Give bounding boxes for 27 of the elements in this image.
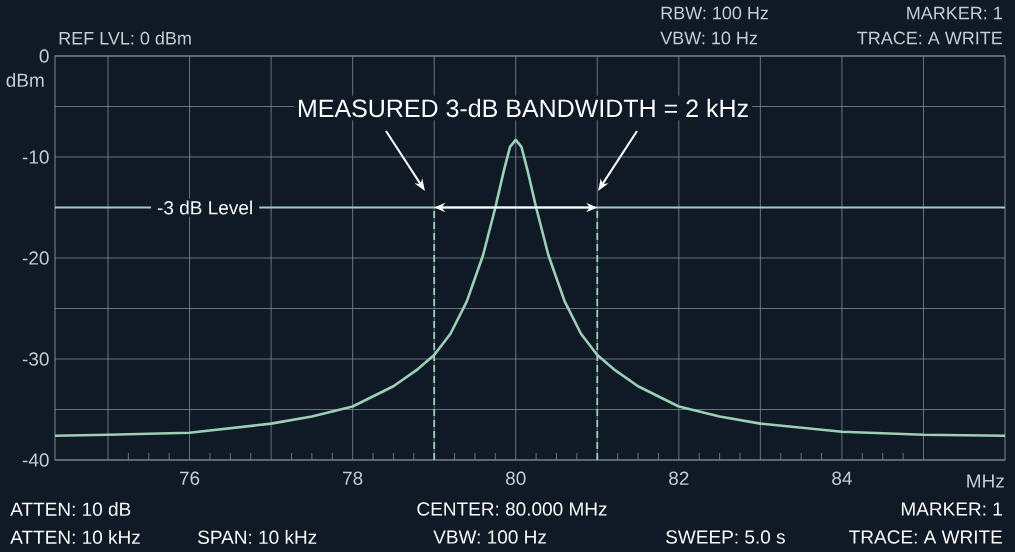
y-axis-title: dBm (6, 73, 44, 87)
x-tick-label: 78 (343, 471, 363, 485)
text: SWEEP: 5.0 s (666, 530, 785, 544)
text: VBW: 100 Hz (433, 530, 546, 544)
text: TRACE: A WRITE (849, 530, 1002, 544)
y-tick-label: 0 (39, 49, 49, 63)
x-tick-label: 82 (669, 471, 689, 485)
y-tick-label: -20 (22, 251, 49, 265)
text: REF LVL: 0 dBm (59, 31, 191, 45)
text: TRACE: A WRITE (857, 31, 1003, 45)
annotation: MEASURED 3-dB BANDWIDTH = 2 kHz (298, 98, 748, 118)
x-tick-label: 84 (832, 471, 852, 485)
text: ATTEN: 10 kHz (10, 530, 140, 544)
text: VBW: 10 Hz (660, 31, 757, 45)
text: RBW: 100 Hz (661, 6, 768, 20)
x-tick-label: 80 (506, 471, 526, 485)
text: ATTEN: 10 dB (10, 502, 131, 516)
text: SPAN: 10 kHz (198, 530, 317, 544)
ref-line-label: -3 dB Level (157, 200, 252, 215)
text: CENTER: 80.000 MHz (417, 502, 607, 516)
y-tick-label: -40 (22, 453, 49, 467)
text: MARKER: 1 (901, 502, 1002, 516)
y-tick-label: -30 (22, 352, 49, 366)
x-axis-title: MHz (967, 474, 1004, 488)
x-tick-label: 76 (179, 471, 200, 485)
y-tick-label: -10 (22, 150, 49, 164)
text: MARKER: 1 (907, 6, 1002, 20)
